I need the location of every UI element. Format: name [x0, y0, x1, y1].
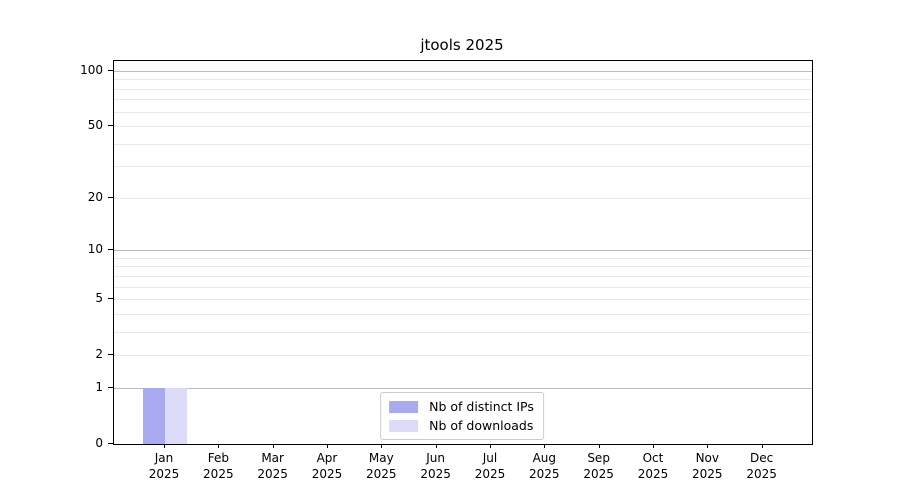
y-tick-mark [108, 443, 113, 444]
x-tick-year: 2025 [746, 467, 777, 481]
x-tick-year: 2025 [311, 467, 343, 481]
gridline-major [114, 387, 812, 389]
chart-title: jtools 2025 [420, 36, 504, 54]
x-tick-mark [544, 444, 546, 448]
x-tick-mark [598, 444, 600, 448]
gridline-minor [114, 355, 812, 357]
y-tick-label: 100 [80, 63, 103, 77]
y-tick-label: 1 [95, 379, 103, 394]
plot-area [113, 60, 813, 445]
y-tick-label: 2 [95, 347, 103, 362]
x-tick-month: Jun [426, 451, 446, 465]
x-tick-label-jul: Jul 2025 [458, 450, 522, 482]
x-tick-month: Jul [482, 451, 498, 465]
y-tick-label: 20 [87, 189, 103, 204]
x-tick-month: Jan [154, 451, 174, 465]
x-tick-mark [164, 444, 165, 448]
x-tick-year: 2025 [692, 467, 723, 481]
x-tick-month: Sep [587, 451, 610, 465]
y-tick-mark [108, 196, 113, 198]
y-tick-mark [108, 386, 113, 388]
x-tick-label-dec: Dec 2025 [730, 450, 794, 482]
legend-label-downloads: Nb of downloads [429, 418, 534, 433]
gridline-minor [114, 299, 812, 301]
y-tick-mark [108, 125, 113, 127]
x-tick-year: 2025 [257, 467, 288, 481]
x-tick-label-oct: Oct 2025 [621, 450, 685, 482]
y-tick-label: 0 [95, 436, 103, 450]
x-tick-month: Apr [316, 451, 338, 465]
y-tick-label: 10 [87, 242, 103, 257]
x-tick-year: 2025 [474, 467, 506, 481]
bar-downloads [165, 387, 187, 444]
x-tick-month: Oct [642, 451, 664, 465]
x-tick-year: 2025 [148, 467, 180, 481]
gridline-minor [114, 266, 812, 268]
x-tick-year: 2025 [366, 467, 397, 481]
x-tick-label-apr: Apr 2025 [295, 450, 359, 482]
gridline-minor [114, 88, 812, 90]
legend-entry-distinct-ips: Nb of distinct IPs [389, 397, 534, 416]
gridline-minor [114, 111, 812, 113]
legend-entry-downloads: Nb of downloads [389, 416, 534, 435]
x-tick-month: Dec [750, 451, 774, 465]
gridline-minor [114, 166, 812, 168]
gridline-minor [114, 286, 812, 288]
y-tick-mark [108, 249, 113, 251]
x-tick-month: Nov [695, 451, 719, 465]
x-tick-label-jun: Jun 2025 [404, 450, 468, 482]
x-tick-label-jan: Jan 2025 [132, 450, 196, 482]
legend-swatch-downloads [389, 419, 419, 432]
x-tick-year: 2025 [637, 467, 669, 481]
x-tick-label-may: May 2025 [349, 450, 413, 482]
x-tick-month: Feb [207, 451, 229, 465]
y-tick-label: 50 [87, 118, 103, 133]
x-tick-label-feb: Feb 2025 [186, 450, 250, 482]
gridline-minor [114, 99, 812, 101]
x-tick-year: 2025 [203, 467, 234, 481]
x-tick-year: 2025 [529, 467, 560, 481]
y-tick-mark [108, 298, 113, 300]
x-tick-mark [272, 444, 274, 448]
bar-distinct-ips [143, 387, 165, 444]
gridline-major [114, 250, 812, 252]
x-tick-mark [435, 444, 437, 448]
gridline-minor [114, 197, 812, 199]
gridline-minor [114, 331, 812, 333]
gridline-major [114, 71, 812, 72]
x-tick-label-mar: Mar 2025 [241, 450, 305, 482]
y-tick-mark [108, 70, 113, 71]
x-tick-month: May [368, 451, 394, 465]
y-tick-label: 5 [95, 291, 103, 306]
x-tick-mark [652, 444, 654, 448]
gridline-minor [114, 143, 812, 145]
x-tick-mark [489, 444, 491, 448]
x-tick-label-nov: Nov 2025 [675, 450, 739, 482]
x-tick-mark [761, 444, 763, 448]
x-tick-mark [381, 444, 383, 448]
x-tick-label-sep: Sep 2025 [567, 450, 631, 482]
x-tick-month: Mar [261, 451, 284, 465]
x-tick-month: Aug [532, 451, 557, 465]
legend-swatch-distinct-ips [389, 400, 419, 413]
gridline-minor [114, 313, 812, 315]
y-tick-mark [108, 354, 113, 356]
x-tick-mark [326, 444, 328, 448]
gridline-minor [114, 275, 812, 277]
x-tick-year: 2025 [420, 467, 451, 481]
gridline-minor [114, 257, 812, 259]
x-tick-year: 2025 [583, 467, 614, 481]
gridline-minor [114, 79, 812, 81]
x-tick-mark [218, 444, 220, 448]
gridline-minor [114, 126, 812, 128]
x-tick-mark [707, 444, 709, 448]
legend: Nb of distinct IPs Nb of downloads [380, 392, 544, 440]
x-tick-label-aug: Aug 2025 [512, 450, 576, 482]
legend-label-distinct-ips: Nb of distinct IPs [429, 399, 534, 414]
